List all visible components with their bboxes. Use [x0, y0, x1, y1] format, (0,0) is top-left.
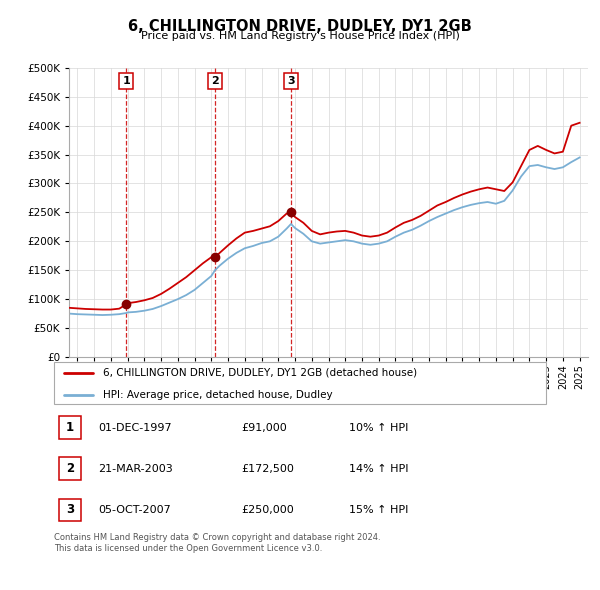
Text: 6, CHILLINGTON DRIVE, DUDLEY, DY1 2GB: 6, CHILLINGTON DRIVE, DUDLEY, DY1 2GB: [128, 19, 472, 34]
Text: 6, CHILLINGTON DRIVE, DUDLEY, DY1 2GB (detached house): 6, CHILLINGTON DRIVE, DUDLEY, DY1 2GB (d…: [103, 368, 418, 378]
Text: 1: 1: [122, 76, 130, 86]
Text: 21-MAR-2003: 21-MAR-2003: [98, 464, 173, 474]
Text: 2: 2: [66, 462, 74, 476]
Text: £250,000: £250,000: [241, 505, 294, 515]
Text: £172,500: £172,500: [241, 464, 294, 474]
FancyBboxPatch shape: [59, 457, 81, 480]
Text: Contains HM Land Registry data © Crown copyright and database right 2024.
This d: Contains HM Land Registry data © Crown c…: [54, 533, 380, 553]
Text: 1: 1: [66, 421, 74, 434]
Text: 15% ↑ HPI: 15% ↑ HPI: [349, 505, 409, 515]
FancyBboxPatch shape: [54, 362, 546, 404]
Text: 3: 3: [287, 76, 295, 86]
Text: £91,000: £91,000: [241, 422, 287, 432]
FancyBboxPatch shape: [59, 499, 81, 521]
Text: 05-OCT-2007: 05-OCT-2007: [98, 505, 171, 515]
Text: 2: 2: [211, 76, 219, 86]
Text: 3: 3: [66, 503, 74, 516]
Text: HPI: Average price, detached house, Dudley: HPI: Average price, detached house, Dudl…: [103, 390, 333, 400]
Text: 10% ↑ HPI: 10% ↑ HPI: [349, 422, 409, 432]
Text: 14% ↑ HPI: 14% ↑ HPI: [349, 464, 409, 474]
Text: 01-DEC-1997: 01-DEC-1997: [98, 422, 172, 432]
Text: Price paid vs. HM Land Registry's House Price Index (HPI): Price paid vs. HM Land Registry's House …: [140, 31, 460, 41]
FancyBboxPatch shape: [59, 417, 81, 439]
